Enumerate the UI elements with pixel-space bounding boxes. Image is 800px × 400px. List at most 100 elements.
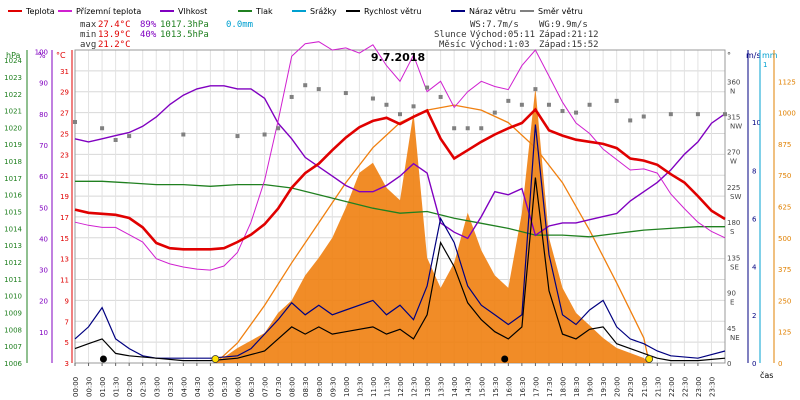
axis-wind-tick: 0	[752, 360, 756, 368]
axis-pressure-tick: 1010	[4, 293, 22, 301]
axis-wind-tick: 10	[752, 119, 761, 127]
x-tick-label: 17:00	[532, 377, 540, 397]
axis-humidity-unit: %	[38, 51, 46, 60]
stat-max-hum: 89%	[140, 20, 157, 30]
axis-wind-tick: 2	[752, 312, 756, 320]
axis-direction-unit: °	[727, 51, 731, 60]
wind-direction-point	[425, 85, 430, 90]
stat-avg-temp: 21.2°C	[98, 40, 131, 50]
stat-avg-label: avg	[80, 40, 96, 50]
axis-direction-label: S	[730, 228, 735, 236]
info-moonset: Západ:15:52	[539, 40, 599, 50]
x-tick-label: 23:30	[708, 377, 716, 397]
series-prizemni	[74, 41, 726, 271]
x-tick-label: 06:30	[248, 377, 256, 397]
sunset-marker	[645, 355, 654, 363]
wind-direction-point	[181, 132, 186, 137]
x-tick-label: 04:00	[180, 377, 188, 397]
axis-pressure-tick: 1019	[4, 141, 22, 149]
axis-temperature-tick: 25	[60, 130, 69, 138]
axis-wind-tick: 4	[752, 264, 757, 272]
axis-humidity-tick: 100	[35, 49, 48, 57]
x-tick-label: 12:00	[397, 377, 405, 397]
x-tick-label: 20:00	[614, 377, 622, 397]
series-layer	[73, 41, 727, 362]
wind-direction-point	[113, 137, 118, 142]
wind-direction-point	[479, 126, 484, 131]
axis-solar-tick: 125	[778, 329, 791, 337]
wind-direction-point	[574, 110, 579, 115]
wind-direction-point	[73, 119, 77, 124]
series-naraz	[74, 124, 726, 359]
stats-block: max 27.4°C 89% 1017.3hPa 0.0mm min 13.9°…	[80, 20, 253, 50]
x-tick-label: 00:00	[72, 377, 80, 397]
axis-temperature-tick: 3	[65, 360, 69, 368]
wind-direction-point	[411, 104, 416, 109]
solar-theoretical-line	[215, 104, 650, 364]
wind-direction-point	[262, 132, 267, 137]
x-tick-label: 09:00	[316, 377, 324, 397]
axis-pressure-tick: 1018	[4, 158, 22, 166]
x-tick-label: 14:00	[451, 377, 459, 397]
axis-pressure-tick: 1022	[4, 91, 22, 99]
axis-direction-tick: 90	[727, 290, 736, 298]
axis-direction-label: W	[730, 158, 737, 166]
axis-pressure-tick: 1007	[4, 343, 22, 351]
x-tick-label: 14:30	[465, 377, 473, 397]
stat-max-rain: 0.0mm	[226, 20, 253, 30]
wind-direction-point	[506, 98, 511, 103]
axis-humidity-tick: 30	[39, 267, 48, 275]
axis-direction-label: E	[730, 299, 734, 307]
x-tick-label: 12:30	[411, 377, 419, 397]
axis-humidity-tick: 80	[39, 111, 48, 119]
wind-direction-point	[370, 96, 375, 101]
x-tick-label: 02:00	[126, 377, 134, 397]
stat-min-temp: 13.9°C	[98, 30, 131, 40]
axis-pressure-tick: 1006	[4, 360, 22, 368]
x-tick-label: 06:00	[235, 377, 243, 397]
axis-solar-tick: 1125	[778, 78, 796, 86]
axis-wind-tick: 6	[752, 216, 757, 224]
axis-temperature-tick: 7	[65, 318, 69, 326]
wind-direction-point	[668, 112, 673, 117]
legend: Teplota Přízemní teplota Vlhkost Tlak Srážky…	[8, 7, 583, 16]
axis-humidity-tick: 70	[39, 142, 48, 150]
x-tick-label: 13:30	[438, 377, 446, 397]
axis-solar-tick: 625	[778, 204, 791, 212]
wind-direction-point	[127, 134, 132, 139]
x-tick-label: 03:00	[153, 377, 161, 397]
legend-label-srazky: Srážky	[310, 7, 337, 16]
x-tick-label: 15:30	[492, 377, 500, 397]
x-tick-label: 19:30	[600, 377, 608, 397]
solar-radiation-layer	[215, 87, 650, 364]
axis-pressure-tick: 1015	[4, 209, 22, 217]
wind-direction-point	[587, 102, 592, 107]
x-tick-label: 19:00	[587, 377, 595, 397]
axis-pressure-tick: 1021	[4, 108, 22, 116]
x-tick-label: 18:00	[560, 377, 568, 397]
x-tick-label: 08:30	[302, 377, 310, 397]
axis-direction-tick: 45	[727, 325, 736, 333]
axis-solar-tick: 0	[778, 360, 782, 368]
axis-direction-label: SE	[730, 263, 739, 271]
wind-direction-point	[316, 87, 321, 92]
stat-min-label: min	[80, 30, 96, 40]
axis-solar-tick: 1000	[778, 110, 796, 118]
sunrise-marker	[211, 355, 220, 363]
wind-direction-point	[452, 126, 457, 131]
axis-temperature-tick: 19	[60, 193, 69, 201]
x-tick-label: 11:00	[370, 377, 378, 397]
axis-pressure-tick: 1014	[4, 225, 22, 233]
x-tick-label: 16:30	[519, 377, 527, 397]
legend-label-teplota: Teplota	[25, 7, 55, 16]
info-sunset: Západ:21:12	[539, 30, 599, 40]
wind-direction-point	[641, 114, 646, 119]
stat-min-press: 1013.5hPa	[160, 30, 209, 40]
x-tick-label: 07:00	[262, 377, 270, 397]
axis-pressure-tick: 1024	[4, 57, 22, 65]
axis-humidity-tick: 50	[39, 204, 48, 212]
legend-label-naraz: Náraz větru	[469, 7, 516, 16]
x-tick-label: 01:00	[99, 377, 107, 397]
axis-humidity-tick: 40	[39, 235, 48, 243]
